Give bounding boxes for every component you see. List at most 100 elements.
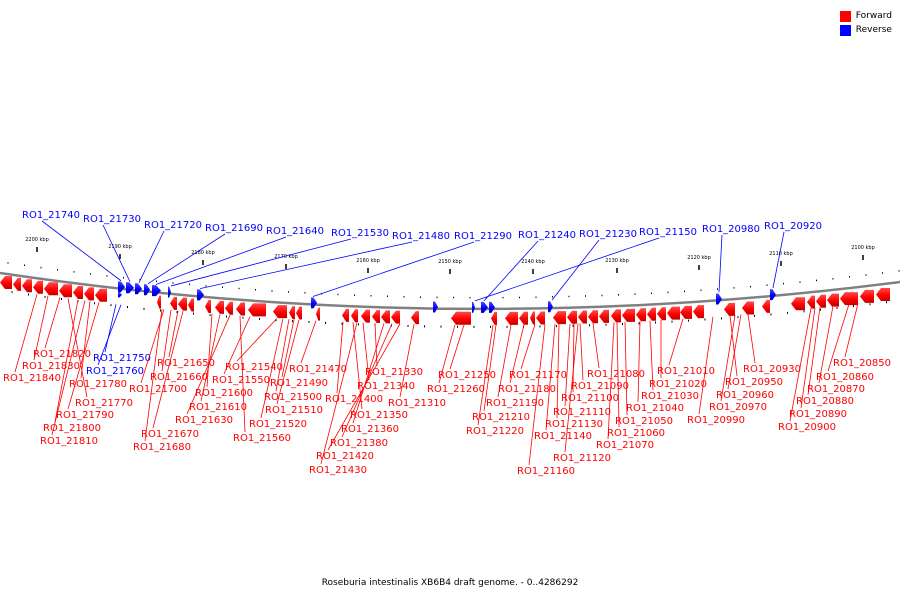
forward-gene-label: RO1_21650: [157, 358, 215, 369]
forward-genes: [0, 276, 890, 325]
reverse-gene-arrow: [451, 311, 471, 325]
forward-leader-line: [352, 323, 385, 424]
forward-gene-label: RO1_21400: [325, 394, 383, 405]
scale-label: 2160 kbp: [356, 258, 380, 264]
forward-gene-label: RO1_21180: [498, 384, 556, 395]
forward-leader-line: [827, 304, 850, 372]
forward-gene-arrow: [118, 292, 122, 298]
reverse-gene-arrow: [170, 296, 177, 310]
reverse-gene-arrow: [827, 293, 839, 307]
forward-leader-line: [67, 298, 88, 398]
reverse-gene-arrow: [236, 302, 245, 316]
forward-gene-label: RO1_21030: [641, 391, 699, 402]
forward-gene-label: RO1_21350: [350, 410, 408, 421]
scale-ticks: [7, 247, 900, 328]
forward-gene-label: RO1_21170: [509, 370, 567, 381]
reverse-gene-label: RO1_21740: [22, 210, 80, 221]
forward-gene-label: RO1_21060: [607, 428, 665, 439]
reverse-gene-arrow: [647, 307, 656, 321]
forward-gene-arrow: [433, 301, 438, 313]
legend-label-reverse: Reverse: [855, 25, 892, 35]
forward-gene-label: RO1_21140: [534, 431, 592, 442]
forward-leader-line: [239, 315, 246, 433]
reverse-gene-arrow: [876, 288, 890, 302]
forward-gene-label: RO1_20930: [743, 364, 801, 375]
forward-gene-label: RO1_20870: [807, 384, 865, 395]
reverse-gene-arrow: [636, 308, 646, 322]
reverse-leader-line: [772, 231, 785, 288]
reverse-gene-label: RO1_21640: [266, 226, 324, 237]
forward-gene-label: RO1_21770: [75, 398, 133, 409]
forward-gene-label: RO1_20950: [725, 377, 783, 388]
forward-gene-label: RO1_21800: [43, 423, 101, 434]
reverse-gene-arrow: [567, 310, 577, 324]
forward-leader-line: [592, 322, 600, 369]
forward-gene-arrow: [481, 301, 488, 313]
forward-gene-label: RO1_21700: [129, 384, 187, 395]
scale-label: 2180 kbp: [191, 250, 215, 256]
forward-gene-arrow: [472, 301, 475, 313]
forward-gene-label: RO1_21220: [466, 426, 524, 437]
forward-gene-label: RO1_21540: [225, 362, 283, 373]
forward-leader-line: [545, 324, 556, 431]
scale-label: 2120 kbp: [687, 255, 711, 261]
forward-gene-label: RO1_21610: [189, 402, 247, 413]
reverse-gene-label: RO1_21760: [86, 366, 144, 377]
forward-leader-line: [80, 301, 91, 379]
reverse-gene-label: RO1_21690: [205, 223, 263, 234]
forward-gene-label: RO1_21120: [553, 453, 611, 464]
reverse-gene-label: RO1_21230: [579, 229, 637, 240]
forward-leader-line: [637, 321, 641, 403]
forward-gene-label: RO1_21670: [141, 429, 199, 440]
forward-gene-arrow: [144, 284, 150, 296]
forward-leader-line: [698, 316, 714, 415]
forward-leader-line: [800, 307, 816, 409]
reverse-gene-arrow: [599, 309, 609, 323]
reverse-swatch: [839, 24, 851, 36]
scale-label: 2130 kbp: [605, 258, 629, 264]
reverse-leader-line: [155, 236, 287, 285]
forward-leader-line: [607, 322, 615, 440]
forward-gene-label: RO1_21810: [40, 436, 98, 447]
forward-gene-label: RO1_21550: [212, 375, 270, 386]
forward-leader-line: [44, 297, 61, 349]
reverse-gene-arrow: [519, 311, 528, 325]
reverse-leader-line: [199, 241, 413, 289]
forward-gene-labels: RO1_21820RO1_21830RO1_21840RO1_21780RO1_…: [3, 294, 891, 477]
reverse-gene-arrow: [762, 299, 770, 313]
forward-gene-arrow: [126, 282, 134, 294]
forward-leader-line: [564, 323, 579, 453]
reverse-gene-arrow: [667, 306, 680, 320]
legend: Forward Reverse: [839, 9, 892, 37]
reverse-gene-label: RO1_20980: [702, 224, 760, 235]
forward-leader-line: [206, 313, 213, 388]
forward-leader-line: [152, 310, 184, 429]
forward-leader-line: [300, 320, 317, 364]
forward-gene-label: RO1_21380: [330, 438, 388, 449]
forward-leader-line: [276, 319, 300, 405]
reverse-leader-line: [138, 230, 165, 283]
forward-gene-label: RO1_21340: [357, 381, 415, 392]
forward-leader-line: [236, 318, 278, 362]
forward-leader-line: [572, 323, 575, 393]
forward-gene-arrow: [152, 285, 161, 297]
reverse-gene-arrow: [157, 295, 161, 309]
forward-gene-label: RO1_20960: [716, 390, 774, 401]
forward-leader-line: [449, 324, 465, 370]
forward-gene-label: RO1_20880: [796, 396, 854, 407]
forward-leader-line: [362, 322, 370, 381]
forward-gene-label: RO1_21100: [561, 393, 619, 404]
reverse-leader-line: [102, 224, 131, 282]
forward-gene-label: RO1_21780: [69, 379, 127, 390]
forward-leader-line: [509, 324, 525, 384]
forward-gene-arrow: [548, 301, 553, 313]
forward-gene-label: RO1_21470: [289, 364, 347, 375]
reverse-gene-arrow: [860, 289, 874, 303]
reverse-gene-arrow: [657, 307, 666, 321]
forward-leader-line: [729, 315, 738, 377]
scale-label: 2100 kbp: [851, 245, 875, 251]
forward-leader-line: [168, 310, 179, 358]
reverse-leader-line: [147, 233, 226, 284]
reverse-gene-arrow: [13, 277, 21, 291]
